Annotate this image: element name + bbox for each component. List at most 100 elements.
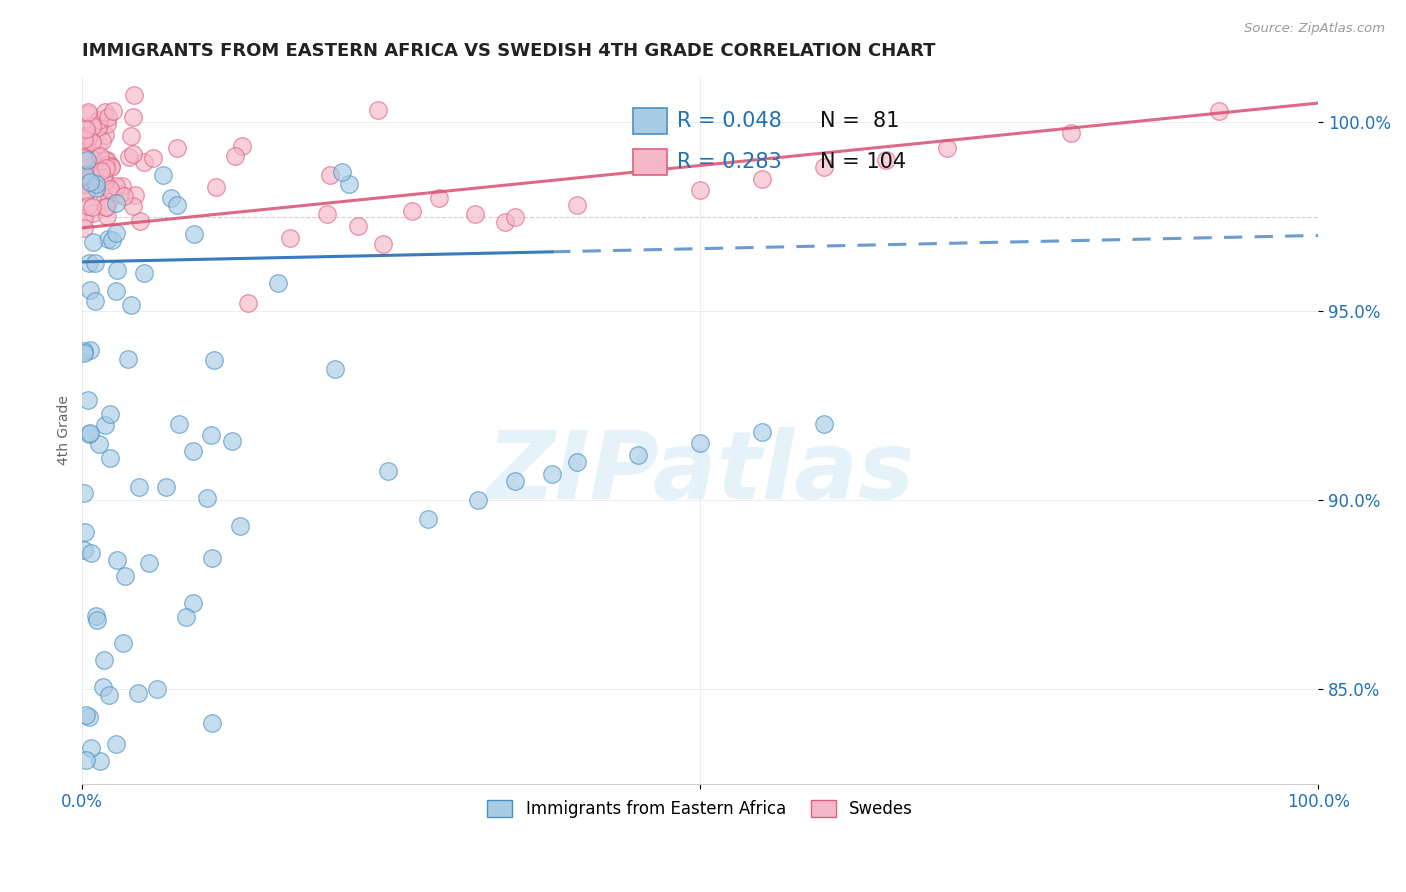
Point xyxy=(97,232,120,246)
Point xyxy=(278,230,301,244)
Point xyxy=(229,519,252,533)
Point xyxy=(72,346,94,360)
Point xyxy=(503,210,526,224)
Point xyxy=(91,174,114,188)
Point xyxy=(84,178,107,192)
Point xyxy=(84,181,107,195)
Point xyxy=(89,170,111,185)
Point xyxy=(76,155,98,169)
Point xyxy=(105,553,128,567)
Point xyxy=(73,211,96,225)
Point xyxy=(72,128,94,143)
Point xyxy=(96,209,118,223)
Point xyxy=(373,237,395,252)
Point xyxy=(79,175,101,189)
Point xyxy=(936,141,959,155)
Point xyxy=(80,136,103,150)
Point xyxy=(75,753,97,767)
Point xyxy=(104,738,127,752)
Point xyxy=(427,191,450,205)
Point xyxy=(72,169,94,184)
Point xyxy=(79,164,101,178)
Point xyxy=(94,417,117,432)
Point xyxy=(689,183,711,197)
Point xyxy=(167,417,190,432)
Point xyxy=(77,173,100,187)
Point xyxy=(315,207,337,221)
Point xyxy=(120,128,142,143)
Point xyxy=(77,107,100,121)
Point xyxy=(132,267,155,281)
Point xyxy=(77,709,100,723)
Point xyxy=(205,180,228,194)
Point xyxy=(494,215,516,229)
Point xyxy=(105,226,128,240)
Point xyxy=(72,138,94,153)
Point xyxy=(77,176,100,190)
Point xyxy=(89,754,111,768)
Point xyxy=(84,256,107,270)
Point xyxy=(103,185,125,199)
Point xyxy=(377,464,399,478)
Point xyxy=(98,688,121,702)
Point xyxy=(111,178,134,193)
Point xyxy=(87,136,110,151)
Point xyxy=(72,160,94,174)
Point xyxy=(75,139,97,153)
Point xyxy=(231,139,253,153)
Point xyxy=(181,596,204,610)
Point xyxy=(875,153,897,167)
Point xyxy=(98,450,121,465)
Point xyxy=(267,277,290,291)
Point xyxy=(77,130,100,145)
Point xyxy=(114,569,136,583)
Point xyxy=(79,170,101,185)
Point xyxy=(77,128,100,143)
Point xyxy=(82,134,104,148)
Point xyxy=(97,111,120,125)
Point xyxy=(79,283,101,297)
Point xyxy=(181,443,204,458)
Point xyxy=(87,120,110,134)
Point xyxy=(73,524,96,539)
Point xyxy=(127,686,149,700)
Point xyxy=(72,160,94,174)
Point xyxy=(75,707,97,722)
Point xyxy=(97,195,120,210)
Point xyxy=(89,149,111,163)
Point xyxy=(183,227,205,242)
Point xyxy=(91,134,114,148)
Point xyxy=(503,474,526,488)
Point xyxy=(94,153,117,168)
Point xyxy=(541,467,564,481)
Point xyxy=(337,177,360,191)
Point xyxy=(1060,126,1083,140)
Point xyxy=(160,191,183,205)
Point xyxy=(82,200,104,214)
Point xyxy=(77,256,100,270)
Point xyxy=(79,343,101,358)
Point xyxy=(128,214,150,228)
Point xyxy=(751,171,773,186)
Point xyxy=(122,88,145,103)
Point xyxy=(77,427,100,442)
Point xyxy=(77,156,100,170)
Point xyxy=(467,493,489,508)
Point xyxy=(238,295,260,310)
Point xyxy=(96,153,118,168)
Point xyxy=(464,207,486,221)
Point xyxy=(73,343,96,358)
Point xyxy=(166,198,188,212)
Point xyxy=(128,480,150,494)
Point xyxy=(418,512,440,526)
Point xyxy=(100,233,122,247)
Point xyxy=(91,170,114,185)
Point xyxy=(73,151,96,165)
Point xyxy=(75,122,97,136)
Point xyxy=(323,362,346,376)
Point xyxy=(565,198,588,212)
Point xyxy=(105,263,128,277)
Point xyxy=(87,113,110,128)
Point xyxy=(98,182,121,196)
Point xyxy=(117,352,139,367)
